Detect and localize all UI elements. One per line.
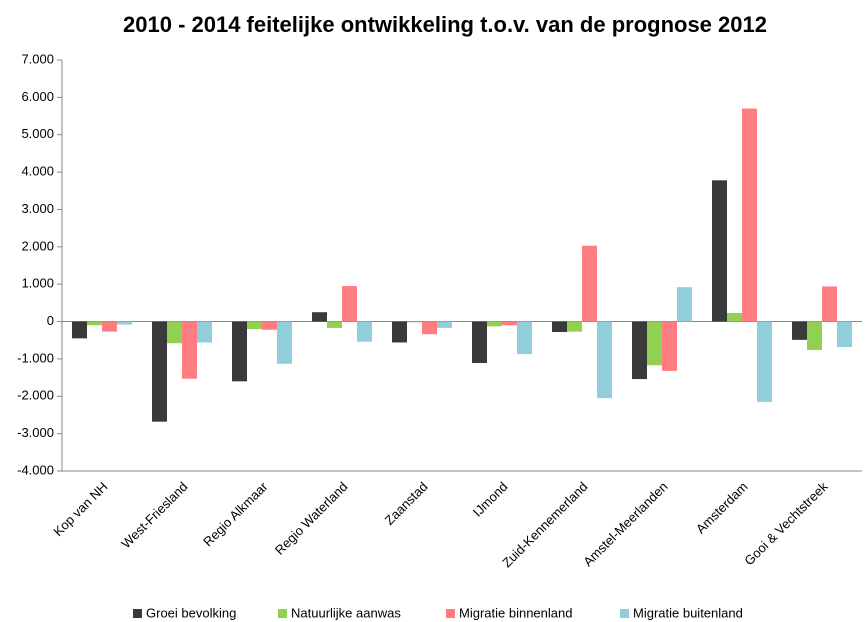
bar bbox=[87, 321, 102, 326]
bar bbox=[662, 321, 677, 371]
legend-swatch bbox=[278, 609, 287, 618]
bar bbox=[422, 321, 437, 335]
x-tick-label: Kop van NH bbox=[50, 479, 110, 539]
bar bbox=[392, 321, 407, 343]
y-tick-label: -4.000 bbox=[17, 462, 54, 477]
legend-label: Natuurlijke aanwas bbox=[291, 605, 401, 620]
legend-swatch bbox=[446, 609, 455, 618]
x-tick-label: Zuid-Kennemerland bbox=[499, 479, 590, 570]
bar bbox=[167, 321, 182, 344]
y-tick-label: 1.000 bbox=[21, 276, 54, 291]
y-tick-label: 7.000 bbox=[21, 51, 54, 66]
bar bbox=[757, 321, 772, 402]
x-tick-label: Amstel-Meerlanden bbox=[580, 479, 670, 569]
bar bbox=[342, 286, 357, 322]
bar bbox=[152, 321, 167, 422]
y-tick-label: 0 bbox=[47, 313, 54, 328]
bar bbox=[327, 321, 342, 328]
chart-title: 2010 - 2014 feitelijke ontwikkeling t.o.… bbox=[123, 12, 767, 37]
x-tick-label: Zaanstad bbox=[382, 479, 431, 528]
bar bbox=[792, 321, 807, 340]
x-tick-label: Amsterdam bbox=[693, 479, 751, 537]
bar bbox=[567, 321, 582, 332]
legend-swatch bbox=[133, 609, 142, 618]
y-tick-label: -1.000 bbox=[17, 350, 54, 365]
bar bbox=[262, 321, 277, 330]
bar bbox=[232, 321, 247, 382]
bar bbox=[712, 180, 727, 322]
y-tick-label: 6.000 bbox=[21, 89, 54, 104]
x-tick-label: Gooi & Vechtstreek bbox=[741, 479, 831, 569]
x-tick-label: IJmond bbox=[470, 479, 511, 520]
bar bbox=[727, 312, 742, 322]
legend-label: Groei bevolking bbox=[146, 605, 236, 620]
legend-label: Migratie buitenland bbox=[633, 605, 743, 620]
bar bbox=[632, 321, 647, 380]
y-tick-label: 3.000 bbox=[21, 201, 54, 216]
bar bbox=[72, 321, 87, 339]
bar bbox=[277, 321, 292, 364]
y-tick-label: 5.000 bbox=[21, 126, 54, 141]
y-tick-label: 4.000 bbox=[21, 164, 54, 179]
bar bbox=[677, 287, 692, 322]
bar bbox=[247, 321, 262, 330]
legend-label: Migratie binnenland bbox=[459, 605, 572, 620]
bar bbox=[822, 286, 837, 322]
bar bbox=[117, 321, 132, 325]
bar bbox=[597, 321, 612, 399]
bar bbox=[742, 108, 757, 322]
bar bbox=[357, 321, 372, 342]
bar bbox=[407, 321, 422, 323]
bar bbox=[182, 321, 197, 379]
bar bbox=[517, 321, 532, 355]
legend-swatch bbox=[620, 609, 629, 618]
x-tick-label: Regio Alkmaar bbox=[200, 478, 271, 549]
bar bbox=[582, 245, 597, 322]
bar bbox=[102, 321, 117, 332]
bar bbox=[837, 321, 852, 347]
y-tick-label: -3.000 bbox=[17, 425, 54, 440]
bar bbox=[502, 321, 517, 326]
bar bbox=[552, 321, 567, 333]
bar bbox=[472, 321, 487, 364]
bar bbox=[197, 321, 212, 343]
y-tick-label: -2.000 bbox=[17, 388, 54, 403]
bar bbox=[807, 321, 822, 350]
bar bbox=[437, 321, 452, 328]
y-tick-label: 2.000 bbox=[21, 238, 54, 253]
x-tick-label: West-Friesland bbox=[118, 479, 190, 551]
x-tick-label: Regio Waterland bbox=[272, 479, 351, 558]
bar bbox=[647, 321, 662, 366]
bar bbox=[312, 312, 327, 322]
bar bbox=[487, 321, 502, 327]
